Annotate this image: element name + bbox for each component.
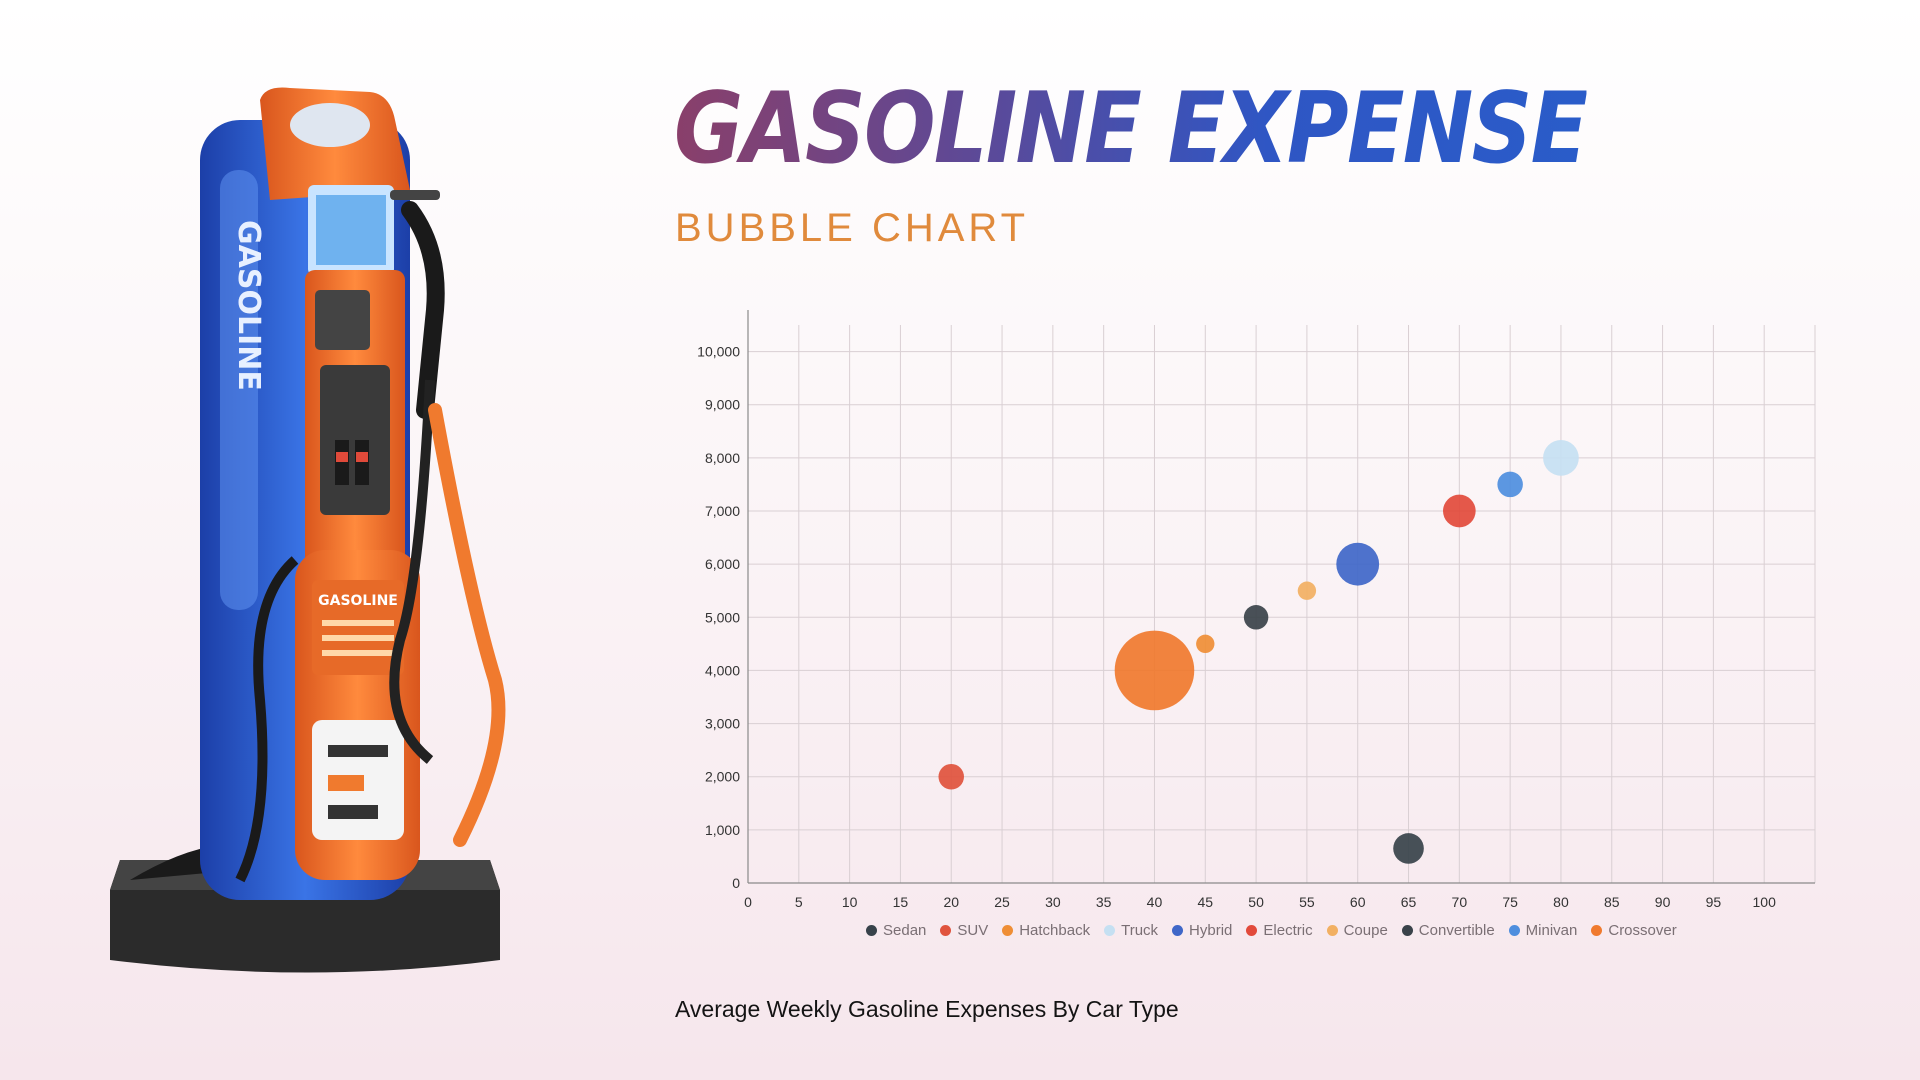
y-tick-label: 6,000 — [705, 556, 740, 572]
x-tick-label: 80 — [1553, 894, 1569, 910]
legend-item-hybrid: Hybrid — [1172, 922, 1232, 939]
x-tick-label: 50 — [1248, 894, 1264, 910]
bubble-hatchback — [1196, 634, 1215, 654]
legend-item-sedan: Sedan — [866, 922, 926, 939]
x-tick-label: 20 — [943, 894, 959, 910]
y-tick-label: 4,000 — [705, 662, 740, 678]
legend-item-suv: SUV — [940, 922, 988, 939]
gas-pump-illustration: GASOLINE GASOLINE — [90, 80, 530, 1000]
legend-swatch — [1246, 925, 1258, 936]
legend-label: Hatchback — [1019, 922, 1091, 939]
x-tick-label: 85 — [1604, 894, 1620, 910]
x-tick-label: 75 — [1502, 894, 1518, 910]
y-tick-label: 9,000 — [705, 397, 740, 413]
gas-pump-icon: GASOLINE GASOLINE — [110, 87, 506, 973]
legend-swatch — [1326, 925, 1338, 936]
legend-label: Convertible — [1418, 922, 1495, 939]
x-tick-label: 65 — [1401, 894, 1417, 910]
x-tick-label: 70 — [1452, 894, 1468, 910]
x-tick-label: 95 — [1706, 894, 1722, 910]
legend-label: Truck — [1121, 922, 1159, 939]
legend-swatch — [1002, 925, 1014, 936]
x-tick-label: 0 — [744, 894, 752, 910]
legend-item-convertible: Convertible — [1401, 922, 1495, 939]
bubble-hybrid — [1336, 542, 1380, 586]
svg-text:GASOLINE: GASOLINE — [318, 593, 398, 609]
legend-label: Sedan — [883, 922, 927, 939]
x-tick-label: 90 — [1655, 894, 1671, 910]
legend-item-minivan: Minivan — [1508, 922, 1578, 939]
legend-label: Hybrid — [1189, 922, 1233, 939]
y-tick-label: 0 — [732, 875, 740, 891]
chart-legend: Sedan SUV Hatchback Truck Hybrid Electric Coup… — [866, 922, 1677, 939]
legend-swatch — [1591, 925, 1603, 936]
x-tick-label: 55 — [1299, 894, 1315, 910]
x-tick-label: 15 — [893, 894, 909, 910]
bubble-electric — [1443, 494, 1476, 528]
legend-item-crossover: Crossover — [1591, 922, 1677, 939]
legend-label: Electric — [1263, 922, 1313, 939]
x-tick-label: 10 — [842, 894, 858, 910]
bubble-coupe — [1297, 581, 1317, 600]
x-tick-label: 5 — [795, 894, 803, 910]
legend-item-coupe: Coupe — [1326, 922, 1388, 939]
y-tick-label: 8,000 — [705, 450, 740, 466]
legend-label: Crossover — [1608, 922, 1677, 939]
x-tick-label: 40 — [1147, 894, 1163, 910]
y-tick-label: 1,000 — [705, 822, 740, 838]
bubble-truck — [1543, 440, 1579, 476]
legend-swatch — [1104, 925, 1116, 936]
bubble-chart-canvas: 0 5 10 15 20 25 30 35 40 45 50 55 60 65 70 75 80 85 90 95 10… — [697, 310, 1816, 910]
x-tick-label: 60 — [1350, 894, 1366, 910]
page-title: GASOLINE EXPENSE — [674, 72, 1588, 186]
x-tick-label: 30 — [1045, 894, 1061, 910]
legend-label: Coupe — [1343, 922, 1388, 939]
legend-swatch — [866, 925, 877, 936]
y-tick-label: 2,000 — [705, 769, 740, 785]
legend-swatch — [1508, 925, 1520, 936]
y-tick-label: 7,000 — [705, 503, 740, 519]
legend-swatch — [1172, 925, 1184, 936]
x-tick-label: 45 — [1197, 894, 1213, 910]
y-tick-label: 3,000 — [705, 716, 740, 732]
y-tick-label: 10,000 — [697, 344, 740, 360]
chart-caption: Average Weekly Gasoline Expenses By Car … — [675, 996, 1179, 1022]
legend-item-hatchback: Hatchback — [1002, 922, 1090, 939]
bubble-minivan — [1497, 471, 1523, 498]
legend-label: Minivan — [1525, 922, 1578, 939]
legend-item-electric: Electric — [1246, 922, 1313, 939]
bubble-convertible — [1243, 605, 1269, 630]
bubble-sedan — [1393, 833, 1424, 864]
legend-swatch — [940, 925, 952, 936]
bubble-suv — [938, 763, 964, 790]
x-tick-label: 100 — [1753, 894, 1777, 910]
svg-text:GASOLINE: GASOLINE — [231, 220, 266, 391]
x-tick-label: 25 — [994, 894, 1010, 910]
bubble-crossover — [1114, 630, 1195, 711]
legend-label: SUV — [957, 922, 989, 939]
bubble-chart: 0 5 10 15 20 25 30 35 40 45 50 55 60 65 70 75 80 85 90 95 10… — [680, 310, 1830, 910]
page-subtitle: BUBBLE CHART — [675, 206, 1030, 250]
legend-item-truck: Truck — [1104, 922, 1158, 939]
y-tick-label: 5,000 — [705, 609, 740, 625]
x-tick-label: 35 — [1096, 894, 1112, 910]
legend-swatch — [1401, 925, 1413, 936]
